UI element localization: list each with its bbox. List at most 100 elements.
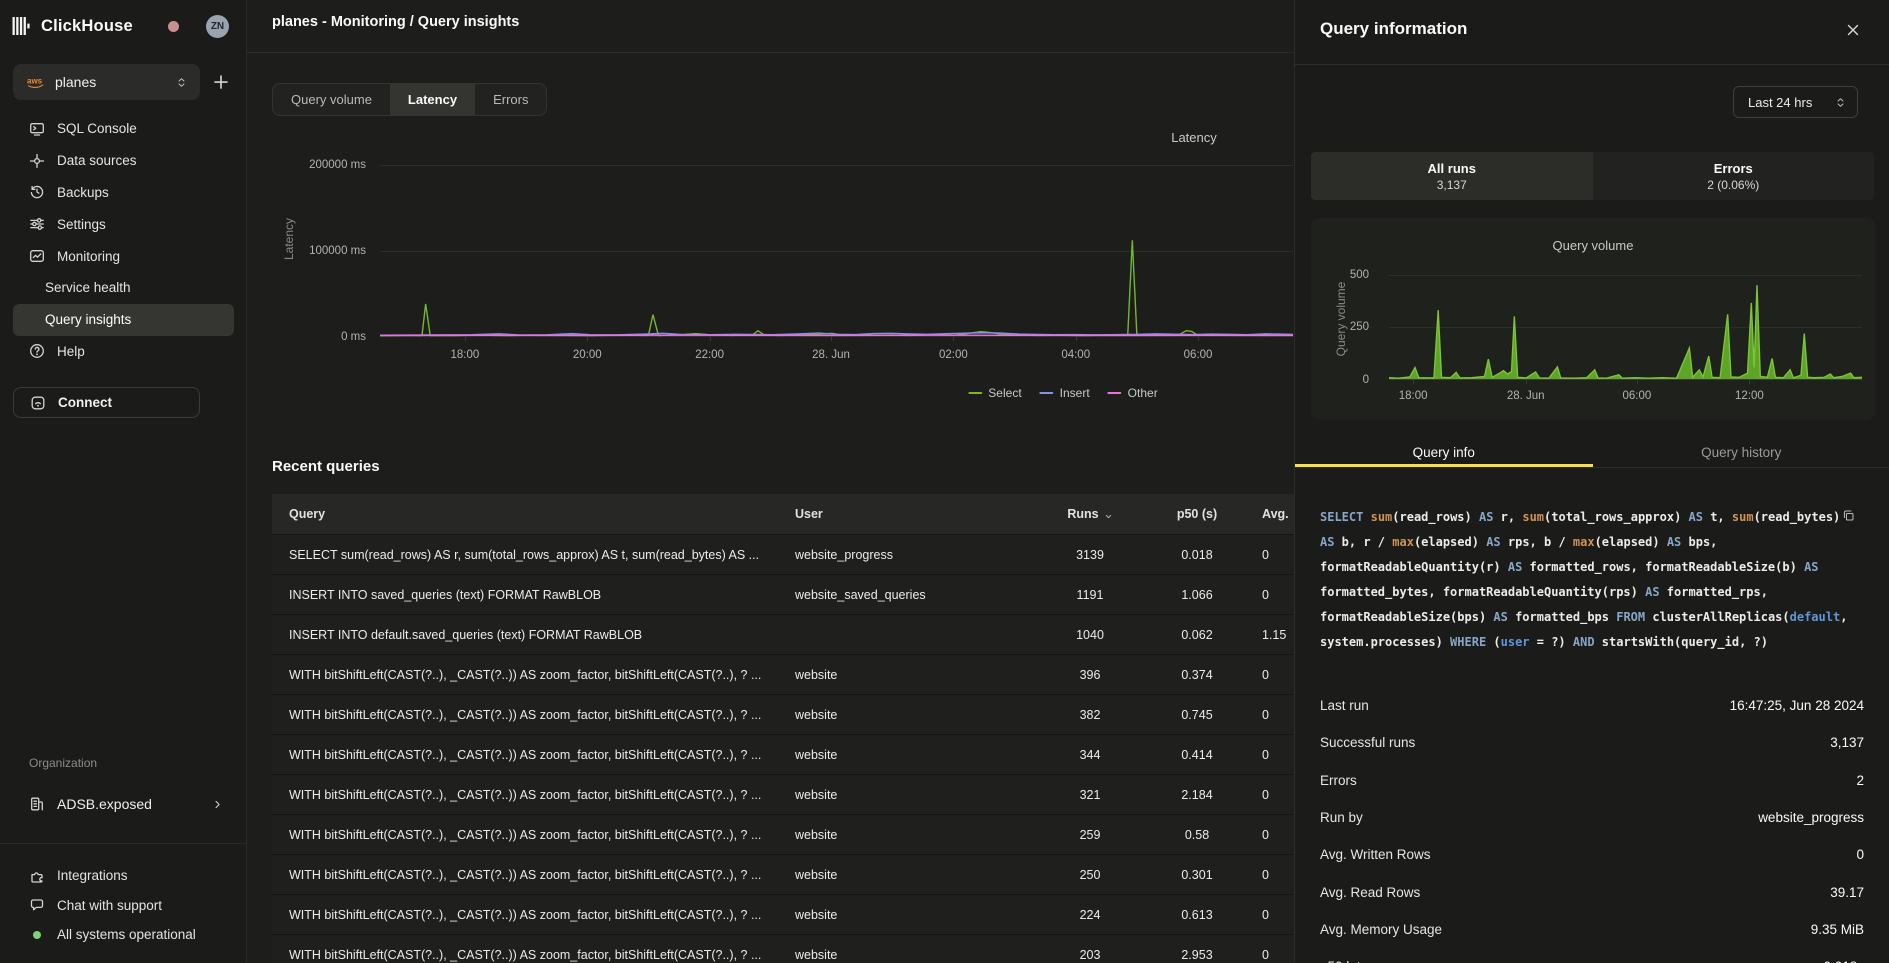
stat-value: 16:47:25, Jun 28 2024	[1730, 698, 1864, 713]
sidebar-item-label: Settings	[57, 217, 106, 232]
time-range-select[interactable]: Last 24 hrs	[1733, 86, 1858, 118]
summary-tab-all-runs[interactable]: All runs3,137	[1311, 152, 1593, 200]
tab-query-history[interactable]: Query history	[1593, 437, 1889, 467]
sql-token: (elapsed)	[1414, 535, 1486, 549]
table-row[interactable]: WITH bitShiftLeft(CAST(?..), _CAST(?..))…	[272, 934, 1294, 963]
column-header-query[interactable]: Query	[289, 494, 784, 534]
column-header-runs[interactable]: Runs	[1050, 494, 1130, 534]
cell-avg: 0	[1262, 535, 1294, 575]
sidebar-item-service-health[interactable]: Service health	[13, 272, 234, 304]
stat-row-avg-read-rows: Avg. Read Rows39.17	[1320, 873, 1864, 910]
tab-errors[interactable]: Errors	[475, 84, 546, 115]
sidebar-item-sql-console[interactable]: SQL Console	[13, 113, 234, 145]
cell-runs: 382	[1050, 695, 1130, 735]
sidebar-item-help[interactable]: Help	[13, 336, 234, 368]
chevron-right-icon	[211, 798, 224, 811]
sql-token: AS	[1689, 510, 1703, 524]
legend-label: Select	[988, 386, 1021, 400]
cell-runs: 3139	[1050, 535, 1130, 575]
close-icon[interactable]	[1845, 22, 1861, 38]
sql-token: AS	[1493, 610, 1507, 624]
sql-token: AND	[1573, 635, 1595, 649]
sidebar-item-query-insights[interactable]: Query insights	[13, 304, 234, 336]
table-row[interactable]: WITH bitShiftLeft(CAST(?..), _CAST(?..))…	[272, 654, 1294, 694]
tab-query-volume[interactable]: Query volume	[273, 84, 390, 115]
legend-item-select[interactable]: Select	[968, 386, 1021, 400]
tab-query-info[interactable]: Query info	[1295, 437, 1593, 467]
notification-dot[interactable]	[168, 21, 179, 32]
monitoring-icon	[29, 248, 45, 264]
sql-query-code: SELECT sum(read_rows) AS r, sum(total_ro…	[1320, 505, 1860, 655]
avatar[interactable]: ZN	[206, 15, 229, 38]
sidebar-item-backups[interactable]: Backups	[13, 177, 234, 209]
sql-token	[1363, 510, 1370, 524]
footer-item-integrations[interactable]: Integrations	[0, 861, 247, 891]
help-icon	[29, 343, 45, 359]
x-tick-mark	[1526, 379, 1527, 384]
header-divider	[247, 52, 1294, 53]
clickhouse-logo-icon	[12, 17, 33, 35]
service-selector[interactable]: aws planes	[13, 64, 200, 100]
stat-row-avg-written-rows: Avg. Written Rows0	[1320, 836, 1864, 873]
summary-tab-errors[interactable]: Errors2 (0.06%)	[1593, 152, 1875, 200]
query-volume-chart-plot[interactable]	[1389, 258, 1862, 380]
column-header-p50[interactable]: p50 (s)	[1157, 494, 1237, 534]
sql-token: startsWith(query_id, ?)	[1595, 635, 1768, 649]
table-row[interactable]: WITH bitShiftLeft(CAST(?..), _CAST(?..))…	[272, 814, 1294, 854]
sql-token: rps, b /	[1501, 535, 1573, 549]
table-row[interactable]: SELECT sum(read_rows) AS r, sum(total_ro…	[272, 534, 1294, 574]
cell-runs: 203	[1050, 935, 1130, 963]
latency-chart-plot[interactable]	[380, 142, 1293, 337]
table-row[interactable]: WITH bitShiftLeft(CAST(?..), _CAST(?..))…	[272, 854, 1294, 894]
cell-runs: 1191	[1050, 575, 1130, 615]
table-row[interactable]: WITH bitShiftLeft(CAST(?..), _CAST(?..))…	[272, 774, 1294, 814]
sidebar-item-data-sources[interactable]: Data sources	[13, 145, 234, 177]
legend-item-insert[interactable]: Insert	[1040, 386, 1090, 400]
organization-switcher[interactable]: ADSB.exposed	[13, 789, 234, 819]
table-row[interactable]: WITH bitShiftLeft(CAST(?..), _CAST(?..))…	[272, 894, 1294, 934]
sidebar-item-settings[interactable]: Settings	[13, 208, 234, 240]
aws-icon: aws	[26, 75, 46, 89]
legend-item-other[interactable]: Other	[1108, 386, 1158, 400]
copy-icon[interactable]	[1842, 506, 1855, 519]
page-title: planes - Monitoring / Query insights	[272, 14, 519, 30]
x-tick-label: 06:00	[1622, 390, 1651, 402]
cell-avg: 0	[1262, 655, 1294, 695]
cell-p50: 2.184	[1157, 775, 1237, 815]
cell-avg: 0	[1262, 935, 1294, 963]
column-header-user[interactable]: User	[795, 494, 1035, 534]
table-row[interactable]: WITH bitShiftLeft(CAST(?..), _CAST(?..))…	[272, 694, 1294, 734]
sql-token: formatted_bps	[1508, 610, 1616, 624]
chat-icon	[29, 897, 45, 913]
tab-latency[interactable]: Latency	[390, 84, 475, 115]
legend-label: Other	[1128, 386, 1158, 400]
table-header-row: Query User Runs p50 (s) Avg.	[272, 494, 1294, 534]
sql-token: (total_rows_approx)	[1544, 510, 1689, 524]
add-service-button[interactable]	[211, 72, 231, 92]
footer-item-all-systems-operational[interactable]: All systems operational	[0, 920, 247, 950]
cell-user: website	[795, 655, 1035, 695]
sidebar-item-monitoring[interactable]: Monitoring	[13, 240, 234, 272]
service-selector-value: planes	[55, 74, 175, 90]
query-volume-y-tick-labels: 0250500	[1311, 258, 1383, 380]
stat-value: 39.17	[1830, 885, 1864, 900]
sql-token: (read_rows)	[1392, 510, 1479, 524]
column-header-avg[interactable]: Avg.	[1262, 494, 1294, 534]
integrations-icon	[29, 868, 45, 884]
cell-p50: 0.745	[1157, 695, 1237, 735]
table-row[interactable]: INSERT INTO saved_queries (text) FORMAT …	[272, 574, 1294, 614]
table-row[interactable]: WITH bitShiftLeft(CAST(?..), _CAST(?..))…	[272, 734, 1294, 774]
table-row[interactable]: INSERT INTO default.saved_queries (text)…	[272, 614, 1294, 654]
stat-row-run-by: Run bywebsite_progress	[1320, 799, 1864, 836]
cell-runs: 1040	[1050, 615, 1130, 655]
footer-item-chat-with-support[interactable]: Chat with support	[0, 891, 247, 921]
cell-runs: 321	[1050, 775, 1130, 815]
sidebar-item-label: Monitoring	[57, 249, 120, 264]
connect-button[interactable]: Connect	[13, 387, 200, 418]
brand-row: ClickHouse ZN	[12, 12, 234, 40]
sidebar-nav: SQL ConsoleData sourcesBackups Settings Mo…	[0, 113, 247, 367]
sql-token: system.processes)	[1320, 635, 1450, 649]
cell-avg: 0	[1262, 895, 1294, 935]
panel-title: Query information	[1320, 19, 1467, 39]
cell-query: WITH bitShiftLeft(CAST(?..), _CAST(?..))…	[289, 935, 784, 963]
